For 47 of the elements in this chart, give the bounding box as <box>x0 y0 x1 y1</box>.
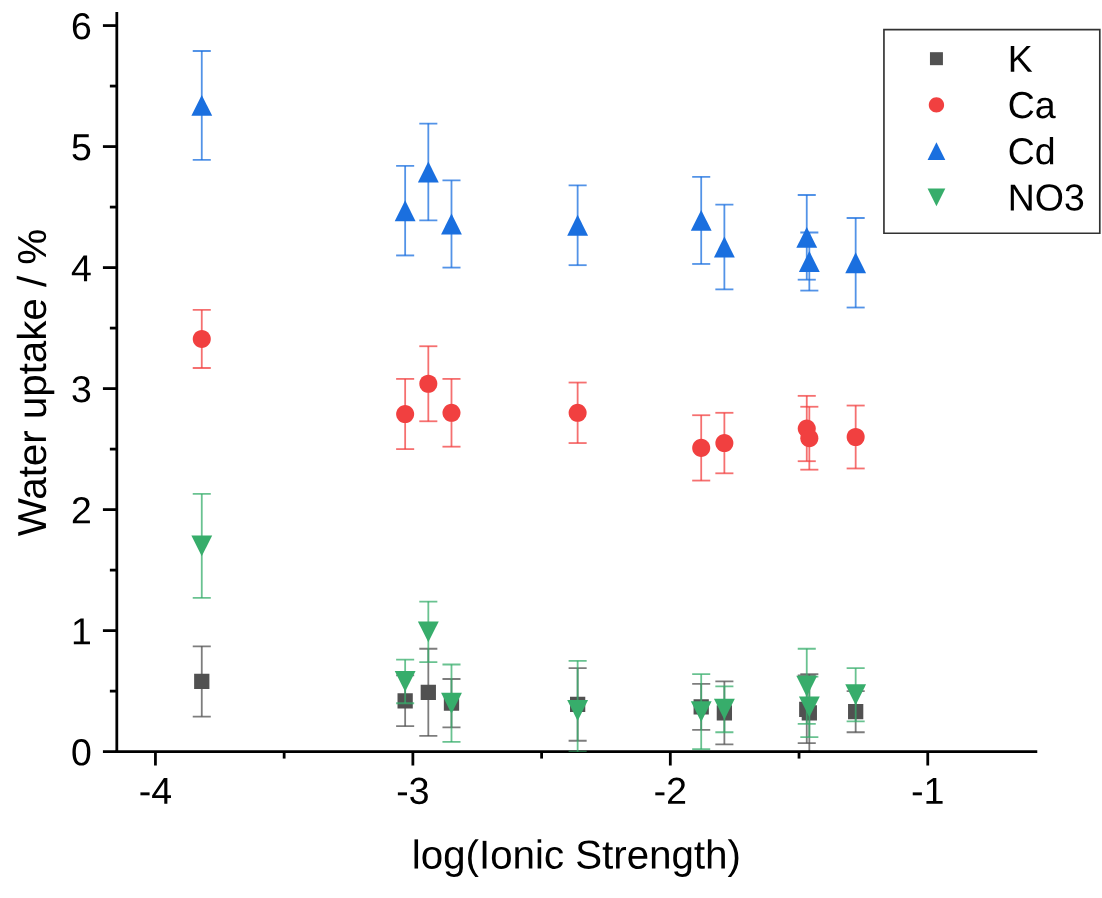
point <box>690 209 712 231</box>
point <box>394 200 416 222</box>
point <box>798 696 820 718</box>
point <box>567 214 589 236</box>
x-tick-label: -1 <box>912 778 943 804</box>
y-tick-label: 3 <box>72 376 91 403</box>
point <box>191 535 213 557</box>
point <box>396 404 415 424</box>
point <box>796 226 818 248</box>
point <box>845 684 867 706</box>
y-tick-label: 2 <box>72 497 90 524</box>
point <box>713 236 735 258</box>
point <box>419 374 438 393</box>
y-tick-label: 6 <box>72 12 91 40</box>
point <box>798 251 820 272</box>
point <box>417 161 439 183</box>
point <box>191 95 213 116</box>
legend-label: Ca <box>1009 91 1056 119</box>
point <box>796 675 818 697</box>
point <box>442 403 461 422</box>
x-tick-label: -3 <box>397 777 428 805</box>
y-tick-label: 0 <box>72 739 91 766</box>
legend-label: Cd <box>1009 137 1054 165</box>
point <box>192 329 211 349</box>
point <box>417 621 439 643</box>
legend-label: K <box>1010 46 1033 72</box>
point <box>394 671 416 692</box>
point <box>845 252 867 274</box>
point <box>420 684 436 700</box>
point <box>441 213 462 235</box>
point <box>800 429 819 448</box>
y-tick-label: 4 <box>71 255 91 282</box>
x-tick-label: -4 <box>140 778 171 804</box>
point <box>568 403 587 422</box>
legend-label: NO3 <box>1010 184 1084 211</box>
x-tick-label: -2 <box>655 777 686 804</box>
point <box>194 673 210 690</box>
point <box>567 700 589 721</box>
x-axis-title: log(Ionic Strength) <box>414 839 739 877</box>
y-axis-title: Water uptake / % <box>16 230 55 537</box>
point <box>692 438 711 457</box>
y-tick-label: 5 <box>72 134 91 161</box>
point <box>846 427 865 447</box>
point <box>715 434 734 453</box>
y-tick-label: 1 <box>73 618 90 645</box>
point <box>713 698 735 720</box>
point <box>690 701 712 723</box>
